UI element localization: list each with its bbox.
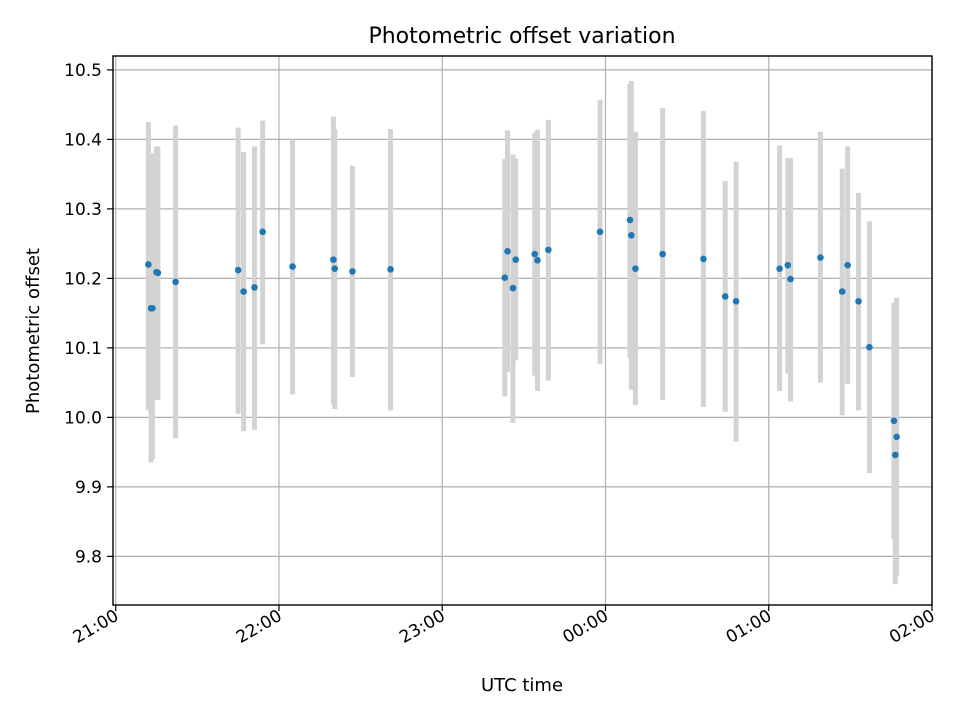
data-points (145, 216, 900, 459)
data-point (531, 250, 539, 258)
data-point (349, 268, 356, 275)
data-point (628, 231, 635, 239)
data-point (776, 265, 783, 272)
y-axis-label: Photometric offset (23, 248, 44, 414)
data-point (855, 298, 862, 305)
data-point (721, 293, 729, 300)
data-point (632, 265, 639, 272)
data-point (172, 278, 179, 286)
plot-frame (112, 55, 933, 606)
data-point (240, 288, 247, 295)
data-point (387, 266, 394, 273)
data-point (534, 257, 541, 264)
data-point (891, 451, 899, 459)
data-point (331, 265, 339, 272)
data-point (145, 261, 152, 268)
data-point (251, 284, 258, 291)
y-tick-label: 10.4 (64, 130, 102, 150)
data-point (700, 255, 707, 263)
data-point (890, 417, 898, 425)
data-point (866, 343, 873, 351)
data-point (817, 254, 824, 261)
x-axis-label: UTC time (481, 675, 563, 696)
data-point (330, 256, 337, 263)
data-point (509, 284, 517, 292)
data-point (787, 275, 794, 283)
chart-title: Photometric offset variation (368, 24, 675, 49)
y-tick-label: 10.1 (64, 339, 102, 359)
y-tick-label: 10.0 (64, 408, 102, 428)
data-point (234, 266, 242, 274)
data-point (784, 261, 792, 269)
y-tick-label: 10.3 (64, 200, 102, 220)
data-point (844, 261, 851, 269)
y-axis-ticks: 9.8 9.9 10.0 10.1 10.2 10.3 10.4 10.5 (64, 61, 113, 567)
data-point (626, 216, 634, 224)
data-point (838, 288, 846, 295)
data-point (501, 274, 509, 281)
data-point (504, 247, 511, 255)
y-tick-label: 9.8 (75, 547, 102, 567)
data-point (149, 304, 156, 312)
y-tick-label: 10.2 (64, 269, 102, 289)
data-point (259, 228, 266, 236)
data-point (893, 433, 900, 441)
data-point (596, 228, 604, 236)
y-tick-label: 9.9 (75, 478, 102, 498)
y-tick-label: 10.5 (64, 61, 102, 81)
data-point (732, 298, 740, 305)
data-point (545, 246, 552, 254)
data-point (512, 256, 519, 263)
data-point (154, 269, 162, 277)
data-point (659, 250, 666, 258)
data-point (289, 263, 296, 270)
